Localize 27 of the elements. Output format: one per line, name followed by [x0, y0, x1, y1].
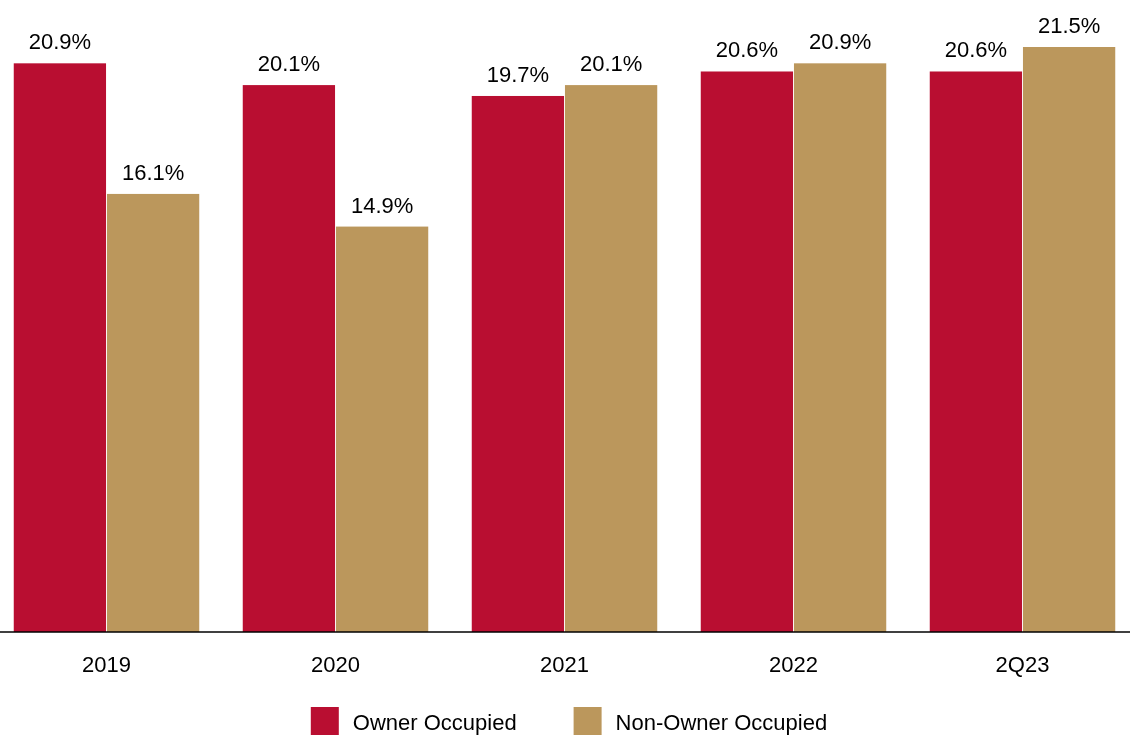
- data-label: 20.1%: [257, 51, 321, 77]
- bar: [700, 71, 794, 632]
- bar: [106, 193, 200, 632]
- bar: [471, 95, 565, 632]
- bar: [929, 71, 1023, 632]
- data-label: 20.6%: [715, 37, 779, 63]
- x-tick-label: 2019: [82, 652, 131, 677]
- data-label: 20.1%: [579, 51, 643, 77]
- bar: [793, 63, 887, 632]
- bar: [1022, 47, 1116, 632]
- x-tick-label: 2Q23: [995, 652, 1050, 677]
- data-label: 20.9%: [28, 29, 92, 55]
- bar: [13, 63, 107, 632]
- x-tick-label: 2020: [311, 652, 360, 677]
- data-label: 20.6%: [944, 37, 1008, 63]
- x-tick-label: 2022: [769, 652, 818, 677]
- data-label: 14.9%: [350, 192, 414, 218]
- bar: [242, 85, 336, 632]
- data-label: 21.5%: [1037, 13, 1101, 38]
- legend-label: Owner Occupied: [352, 710, 517, 735]
- x-tick-label: 2021: [540, 652, 589, 677]
- bar: [335, 226, 429, 632]
- data-label: 19.7%: [486, 61, 550, 87]
- data-label: 16.1%: [121, 159, 185, 185]
- bar: [564, 85, 658, 632]
- legend-label: Non-Owner Occupied: [615, 710, 828, 735]
- data-label: 20.9%: [808, 29, 872, 55]
